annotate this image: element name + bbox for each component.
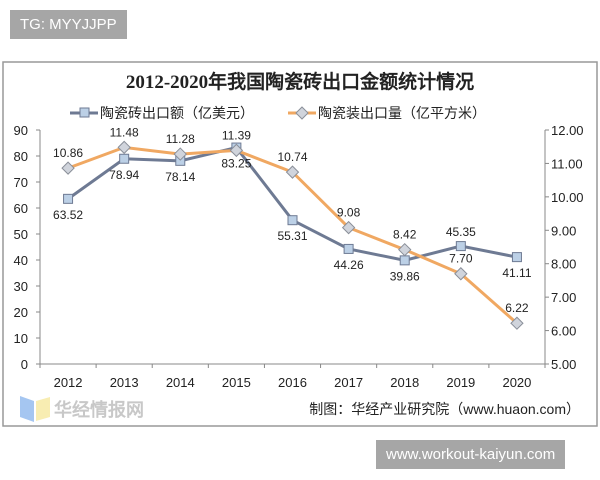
source-note: 制图：华经产业研究院（www.huaon.com） <box>309 401 580 417</box>
data-point-diamond <box>454 267 468 281</box>
data-label: 9.08 <box>337 206 361 220</box>
data-label: 8.42 <box>393 228 417 242</box>
right-tick-label: 10.00 <box>551 190 584 205</box>
data-label: 63.52 <box>53 208 83 222</box>
legend: 陶瓷砖出口额（亿美元） 陶瓷装出口量（亿平方米） <box>70 105 486 121</box>
x-tick-label: 2017 <box>334 375 363 390</box>
x-tick-label: 2020 <box>502 375 531 390</box>
data-label: 78.94 <box>109 168 139 182</box>
data-point-diamond <box>117 140 131 155</box>
right-tick-label: 5.00 <box>551 357 576 372</box>
x-tick-label: 2016 <box>278 375 307 390</box>
data-label: 10.74 <box>277 150 307 164</box>
right-tick-label: 8.00 <box>551 257 576 272</box>
watermark-logo: 华经情报网 <box>20 396 144 422</box>
left-tick-label: 90 <box>14 123 28 138</box>
left-tick-label: 10 <box>14 331 28 346</box>
data-point-diamond <box>173 147 187 161</box>
data-point-square <box>399 255 410 266</box>
left-tick-label: 70 <box>14 175 28 190</box>
right-tick-label: 12.00 <box>551 123 584 138</box>
top-tag: TG: MYYJJPP <box>10 10 127 39</box>
data-point-diamond <box>285 165 300 179</box>
data-label: 44.26 <box>334 258 364 272</box>
legend-label-export-value: 陶瓷砖出口额（亿美元） <box>100 105 254 121</box>
left-tick-label: 30 <box>14 279 28 294</box>
right-tick-label: 9.00 <box>551 223 576 238</box>
data-label: 7.70 <box>449 252 473 266</box>
data-point-square <box>343 243 354 254</box>
data-label: 11.28 <box>166 132 195 146</box>
data-label: 45.35 <box>446 225 476 239</box>
legend-marker-diamond <box>295 106 309 120</box>
x-tick-label: 2018 <box>390 375 419 390</box>
left-tick-label: 20 <box>14 305 28 320</box>
left-tick-label: 60 <box>14 201 28 216</box>
left-tick-label: 40 <box>14 253 28 268</box>
data-label: 39.86 <box>390 269 420 283</box>
right-tick-label: 6.00 <box>551 324 576 339</box>
legend-marker-square <box>79 107 90 118</box>
bottom-tag: www.workout-kaiyun.com <box>376 440 566 469</box>
data-point-square <box>511 252 522 263</box>
data-label: 55.31 <box>277 229 307 243</box>
chart-title: 2012-2020年我国陶瓷砖出口金额统计情况 <box>126 70 474 93</box>
data-label: 83.25 <box>221 157 251 171</box>
data-point-diamond <box>229 143 244 158</box>
data-point-square <box>455 241 466 252</box>
data-point-diamond <box>510 316 524 330</box>
x-tick-label: 2015 <box>222 375 251 390</box>
legend-label-export-volume: 陶瓷装出口量（亿平方米） <box>318 105 486 121</box>
data-label: 11.48 <box>110 125 139 139</box>
left-tick-label: 50 <box>14 227 28 242</box>
data-label: 41.11 <box>502 266 531 280</box>
data-point-square <box>63 193 74 204</box>
data-point-square <box>119 153 130 164</box>
data-label: 10.86 <box>53 146 83 160</box>
left-tick-label: 0 <box>21 357 28 372</box>
right-tick-label: 11.00 <box>551 156 583 171</box>
svg-text:华经情报网: 华经情报网 <box>54 399 144 420</box>
x-tick-label: 2019 <box>446 375 475 390</box>
left-tick-label: 80 <box>14 149 28 164</box>
chart-frame <box>2 61 598 427</box>
right-tick-label: 7.00 <box>551 290 576 305</box>
data-label: 6.22 <box>505 301 529 315</box>
data-point-diamond <box>341 220 356 235</box>
data-label: 11.39 <box>222 128 251 142</box>
data-label: 78.14 <box>165 170 195 184</box>
x-tick-label: 2013 <box>110 375 139 390</box>
x-tick-label: 2012 <box>54 375 83 390</box>
data-point-diamond <box>398 242 412 257</box>
data-point-diamond <box>61 161 75 175</box>
x-tick-label: 2014 <box>166 375 195 390</box>
data-point-square <box>287 215 298 226</box>
